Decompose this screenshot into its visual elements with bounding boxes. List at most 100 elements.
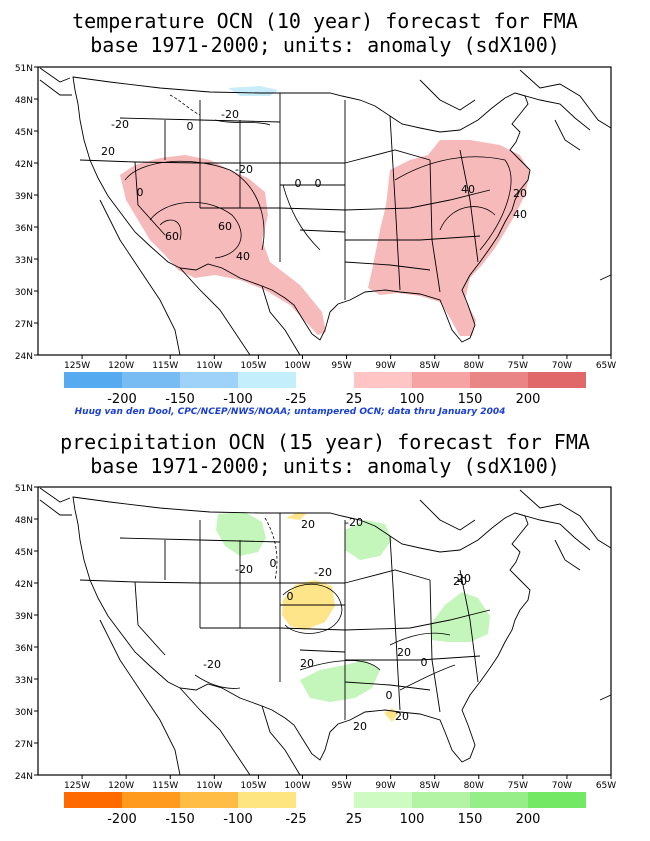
legend-label: 150 [458,392,483,407]
lon-tick-label: 70W [552,361,572,371]
boundary-line [39,67,71,83]
contour-label: 0 [270,557,277,570]
data-credit: Huug van den Dool, CPC/NCEP/NWS/NOAA; un… [74,407,506,417]
legend-label: -25 [285,812,306,827]
legend-label: 150 [458,812,483,827]
contour-line [299,660,381,671]
legend-label: 100 [400,392,425,407]
contour-line [439,206,496,231]
lon-tick-label: 80W [464,361,484,371]
legend-swatch [64,372,122,388]
legend-swatch [412,792,470,808]
legend-label: -150 [165,392,195,407]
contour-line [264,517,278,581]
boundary-line [344,149,431,164]
map-boundaries [39,67,612,356]
lon-tick-label: 100W [284,781,310,791]
lon-tick-label: 105W [240,781,266,791]
contour-line [159,219,182,241]
lat-tick-label: 27N [15,740,33,750]
boundary-line [179,267,251,356]
precipitation-dry-anomaly-north [286,512,306,520]
contour-line [214,119,271,126]
lon-tick-label: 110W [196,361,222,371]
contour-line [194,674,241,689]
legend-swatch [296,792,354,808]
boundary-line [39,499,72,516]
lon-tick-label: 80W [464,781,484,791]
boundary-line [599,694,612,701]
lon-tick-label: 65W [596,781,616,791]
legend-label: 25 [346,812,363,827]
lat-tick-label: 48N [15,96,33,106]
legend-swatch [180,372,238,388]
legend-swatch [528,372,586,388]
lat-tick-label: 39N [15,192,33,202]
legend-swatch [354,372,412,388]
contour-label: 0 [421,656,428,669]
lat-tick-label: 33N [15,256,33,266]
boundary-line [119,117,281,123]
boundary-line [344,261,431,271]
contour-label: 40 [236,250,250,263]
legend-swatch [470,792,528,808]
boundary-line [99,199,181,356]
boundary-line [419,499,476,531]
legend-label: -200 [107,392,137,407]
map-boundaries [39,487,612,776]
lon-tick-label: 115W [152,361,178,371]
lat-tick-label: 24N [15,352,33,362]
lat-tick-label: 51N [15,484,33,494]
contour-label: 0 [386,689,393,702]
contour-label: 20 [301,518,315,531]
precipitation-map-title-line1: precipitation OCN (15 year) forecast for… [60,430,590,454]
boundary-line [514,92,591,131]
legend-label: 25 [346,392,363,407]
lat-tick-label: 30N [15,288,33,298]
lat-tick-label: 42N [15,580,33,590]
boundary-line [344,569,431,584]
legend-swatch [64,792,122,808]
precipitation-wet-anomaly-appalachia [430,592,490,642]
lat-tick-label: 45N [15,548,33,558]
contour-label: -20 [221,108,239,121]
boundary-line [344,609,491,631]
contour-label: 0 [315,177,322,190]
lon-tick-label: 105W [240,361,266,371]
contour-line [282,184,321,251]
lat-tick-label: 30N [15,708,33,718]
precipitation-wet-anomaly-north [216,512,266,556]
boundary-line [554,119,581,151]
lon-tick-label: 100W [284,361,310,371]
lon-tick-label: 85W [420,361,440,371]
lon-tick-label: 75W [508,781,528,791]
boundary-line [419,79,476,111]
boundary-line [344,189,491,211]
legend-swatch [528,792,586,808]
boundary-line [261,285,301,356]
contour-line [169,94,201,116]
boundary-line [299,649,346,653]
boundary-line [134,161,166,236]
boundary-line [39,79,72,96]
boundary-line [554,539,581,571]
lat-tick-label: 39N [15,612,33,622]
lon-tick-label: 90W [375,781,395,791]
contour-label: 0 [137,186,144,199]
contour-line [399,664,456,691]
legend-label: -100 [223,392,253,407]
boundary-line [429,159,441,293]
legend-swatch [296,372,354,388]
contour-label: 40 [461,183,475,196]
boundary-line [459,569,479,683]
boundary-line [134,581,166,656]
contour-label: 20 [395,710,409,723]
boundary-line [459,149,479,263]
contour-line [282,583,343,634]
boundary-line [119,537,281,543]
legend-swatch [354,792,412,808]
legend-swatch [122,372,180,388]
lon-tick-label: 115W [152,781,178,791]
us-outline [72,496,531,763]
